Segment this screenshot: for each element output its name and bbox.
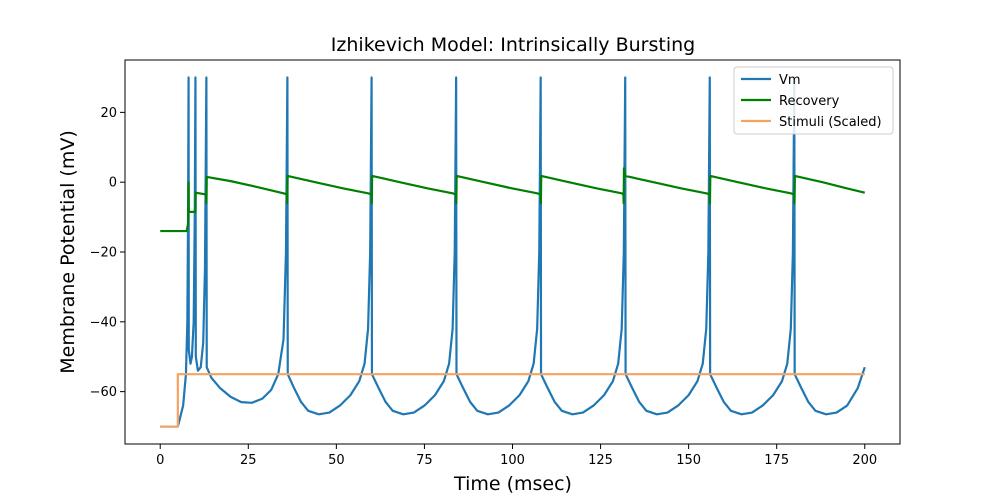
legend-label-stimuli-scaled: Stimuli (Scaled)	[779, 115, 882, 130]
x-tick-label: 150	[676, 453, 701, 468]
x-tick-label: 0	[156, 453, 164, 468]
series-line-vm	[160, 76, 866, 428]
y-tick-label: −40	[90, 315, 117, 330]
y-tick-label: −20	[90, 246, 117, 261]
x-tick-label: 200	[852, 453, 877, 468]
y-tick-label: −60	[90, 385, 117, 400]
x-tick-label: 75	[416, 453, 433, 468]
y-axis: −60 −40 −20 0 20	[90, 106, 125, 400]
legend-label-recovery: Recovery	[779, 94, 840, 109]
legend: Vm Recovery Stimuli (Scaled)	[733, 66, 894, 135]
x-tick-label: 50	[328, 453, 345, 468]
y-axis-label: Membrane Potential (mV)	[57, 130, 79, 373]
series-layer	[160, 76, 866, 428]
series-line-stimuli-scaled	[160, 373, 865, 428]
y-tick-label: 0	[109, 176, 117, 191]
y-tick-label: 20	[100, 106, 117, 121]
series-line-recovery	[160, 167, 866, 233]
legend-label-vm: Vm	[779, 73, 801, 88]
x-tick-label: 100	[500, 453, 525, 468]
x-tick-label: 175	[764, 453, 789, 468]
chart-title: Izhikevich Model: Intrinsically Bursting	[331, 34, 695, 56]
legend-box	[733, 66, 894, 135]
x-tick-label: 25	[240, 453, 257, 468]
x-axis: 0 25 50 75 100 125 150 175 200	[156, 444, 877, 468]
x-axis-label: Time (msec)	[453, 473, 572, 495]
x-tick-label: 125	[588, 453, 613, 468]
